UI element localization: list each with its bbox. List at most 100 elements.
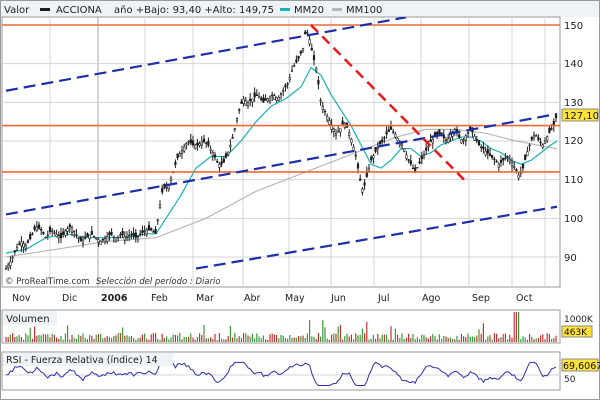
price-bar-body	[227, 151, 230, 155]
mm100-line	[5, 128, 558, 258]
price-bar-body	[255, 94, 258, 96]
volume-bar	[102, 338, 104, 342]
volume-bar	[249, 336, 251, 342]
volume-bar	[216, 339, 218, 342]
volume-bar	[322, 320, 324, 342]
price-bar-body	[152, 231, 155, 233]
price-bar-body	[499, 160, 503, 163]
x-label: Dic	[62, 293, 77, 304]
volume-bar	[133, 338, 135, 342]
volume-bar	[412, 333, 414, 342]
x-label: Abr	[244, 293, 261, 304]
price-bar-body	[176, 153, 179, 159]
volume-bar	[67, 325, 69, 342]
price-bar-body	[132, 232, 135, 237]
horizontal-levels	[2, 24, 560, 173]
rsi-panel: RSI - Fuerza Relativa (índice) 14 69,606…	[1, 351, 600, 391]
volume-bar	[375, 338, 377, 342]
price-bar-body	[482, 146, 485, 150]
volume-bar	[58, 338, 60, 342]
volume-bar	[306, 333, 308, 342]
price-bar-body	[114, 237, 118, 242]
volume-bar	[150, 334, 152, 342]
volume-bar	[350, 334, 352, 342]
volume-bar	[227, 336, 229, 342]
volume-bar	[161, 333, 163, 342]
price-bar-body	[381, 139, 384, 143]
volume-bar	[282, 335, 284, 342]
price-bar-body	[273, 95, 276, 100]
price-bar-body	[231, 137, 234, 139]
volume-bar	[265, 339, 267, 342]
rsi-label: RSI - Fuerza Relativa (índice) 14	[6, 355, 158, 366]
price-bar-body	[411, 167, 415, 170]
price-bar-body	[541, 144, 544, 148]
volume-bar	[93, 339, 95, 342]
volume-bar	[243, 333, 245, 342]
price-bar-body	[141, 230, 144, 234]
price-bar-body	[161, 187, 164, 193]
price-bar-body	[458, 134, 461, 138]
price-bar-body	[53, 232, 56, 234]
volume-bar	[485, 339, 487, 342]
volume-bar	[179, 333, 181, 342]
price-bar-body	[81, 239, 85, 244]
volume-bar	[300, 336, 302, 342]
volume-bar	[553, 338, 555, 342]
volume-bar	[262, 335, 264, 342]
price-bar-body	[202, 138, 206, 143]
volume-bar	[441, 338, 443, 342]
price-bar-body	[477, 140, 481, 146]
price-bar-body	[277, 96, 280, 102]
price-bar-body	[284, 85, 287, 88]
price-bar-body	[139, 233, 142, 236]
volume-bar	[295, 337, 297, 342]
volume-bar	[326, 338, 328, 342]
price-bar-body	[293, 65, 296, 67]
price-bar-body	[275, 97, 278, 101]
volume-bar	[436, 339, 438, 342]
price-bar-body	[464, 135, 467, 141]
volume-bar	[148, 339, 150, 342]
price-tick: 100	[564, 214, 583, 225]
volume-bar	[423, 334, 425, 342]
volume-bar	[155, 333, 157, 342]
price-bar-body	[165, 187, 168, 189]
price-bar-body	[385, 131, 388, 135]
price-bar-body	[136, 235, 140, 238]
price-bar-body	[11, 256, 14, 259]
price-bar-body	[383, 137, 386, 139]
price-bar-body	[26, 240, 30, 243]
price-tick: 150	[564, 21, 583, 32]
volume-bar	[45, 334, 47, 342]
price-bar-body	[117, 235, 120, 239]
volume-bar	[111, 337, 113, 342]
lower-channel-line	[195, 205, 558, 270]
price-bar-body	[407, 159, 410, 161]
price-bar-body	[106, 236, 109, 242]
volume-bar	[487, 336, 489, 342]
price-axis: 150 140 130 120 110 100 90 127,10	[561, 21, 599, 264]
price-bar-body	[334, 132, 338, 136]
volume-bar	[141, 334, 143, 342]
price-bar-body	[264, 98, 267, 101]
price-bar-body	[249, 98, 252, 101]
volume-bar	[504, 333, 506, 342]
price-bar-body	[253, 92, 256, 98]
price-bar-body	[508, 158, 511, 162]
price-bar-body	[546, 136, 549, 142]
price-bar-body	[348, 132, 351, 136]
volume-bar	[113, 336, 115, 342]
volume-bar	[62, 339, 64, 342]
volume-bar	[271, 333, 273, 342]
price-bar-body	[504, 157, 507, 160]
volume-bar	[97, 334, 99, 342]
price-bar-body	[75, 234, 78, 236]
volume-bar	[258, 336, 260, 342]
volume-bar	[315, 339, 317, 342]
volume-bar	[16, 336, 18, 342]
price-bar-body	[365, 171, 368, 177]
price-bar-body	[66, 228, 69, 232]
volume-bar	[458, 339, 460, 342]
volume-bar	[115, 335, 117, 342]
